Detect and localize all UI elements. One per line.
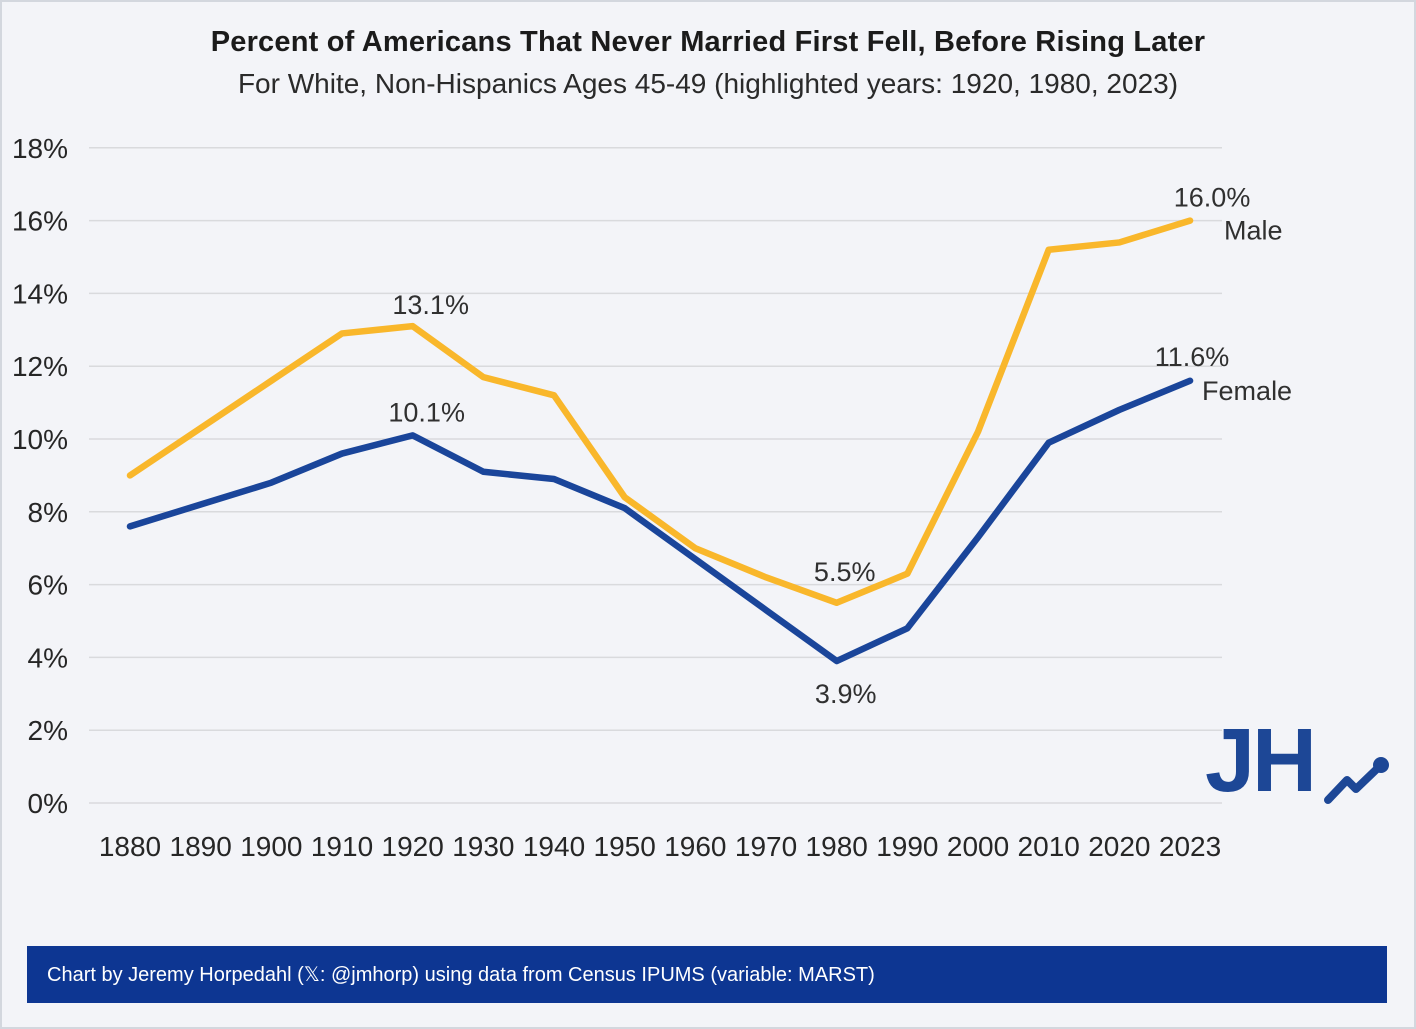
annotation-female-2023: 11.6% [1155, 342, 1230, 372]
y-tick-label: 8% [28, 497, 68, 528]
x-tick-label: 1880 [99, 831, 161, 862]
x-tick-label: 1940 [523, 831, 585, 862]
female-line [126, 377, 1194, 665]
x-tick-label: 2000 [947, 831, 1009, 862]
x-tick-label: 1920 [382, 831, 444, 862]
jh-logo-text: JH [1205, 711, 1317, 811]
y-tick-label: 10% [12, 424, 68, 455]
y-tick-label: 14% [12, 278, 68, 309]
y-tick-label: 2% [28, 715, 68, 746]
x-tick-label: 1970 [735, 831, 797, 862]
annotation-male-2023: 16.0% [1174, 183, 1251, 213]
credit-text: Chart by Jeremy Horpedahl (𝕏: @jmhorp) u… [47, 964, 875, 986]
annotation-male-1920: 13.1% [392, 290, 469, 320]
x-tick-label: 1890 [170, 831, 232, 862]
credit-bar: Chart by Jeremy Horpedahl (𝕏: @jmhorp) u… [27, 946, 1387, 1003]
annotation-male-1980: 5.5% [814, 557, 876, 587]
y-tick-label: 18% [12, 133, 68, 164]
y-tick-label: 0% [28, 788, 68, 819]
x-tick-label: 1980 [806, 831, 868, 862]
y-tick-label: 12% [12, 351, 68, 382]
x-tick-label: 2023 [1159, 831, 1221, 862]
x-tick-label: 1990 [876, 831, 938, 862]
x-tick-label: 1930 [452, 831, 514, 862]
x-tick-label: 2010 [1018, 831, 1080, 862]
series-label-female: Female [1202, 376, 1292, 406]
x-tick-label: 1950 [594, 831, 656, 862]
x-tick-label: 1900 [240, 831, 302, 862]
annotation-female-1980: 3.9% [815, 679, 877, 709]
logo-sparkline-icon [1324, 757, 1389, 804]
y-tick-label: 4% [28, 642, 68, 673]
annotation-female-1920: 10.1% [388, 397, 465, 427]
x-tick-label: 2020 [1088, 831, 1150, 862]
x-tick-label: 1910 [311, 831, 373, 862]
male-line [126, 217, 1194, 607]
series-label-male: Male [1224, 216, 1283, 246]
chart-subtitle: For White, Non-Hispanics Ages 45-49 (hig… [237, 68, 1179, 99]
chart-title: Percent of Americans That Never Married … [210, 26, 1206, 58]
x-tick-label: 1960 [664, 831, 726, 862]
y-tick-label: 6% [28, 570, 68, 601]
y-tick-label: 16% [12, 206, 68, 237]
jh-logo: JH [1205, 711, 1395, 811]
